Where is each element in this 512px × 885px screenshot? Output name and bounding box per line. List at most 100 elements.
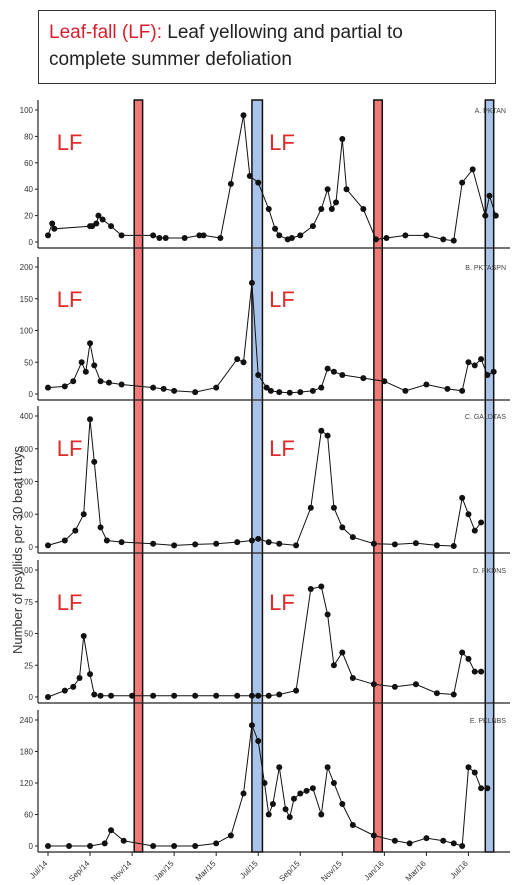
data-point (286, 389, 293, 396)
data-point (282, 806, 289, 813)
data-point (276, 232, 283, 239)
data-point (105, 379, 112, 386)
data-point (265, 539, 272, 546)
data-point (324, 611, 331, 618)
y-tick-label: 100 (20, 327, 34, 336)
data-point (391, 541, 398, 548)
data-point (213, 692, 220, 699)
data-point (97, 524, 104, 531)
data-point (234, 356, 241, 363)
data-point (248, 692, 255, 699)
series-line-3 (47, 419, 482, 547)
data-point (318, 384, 325, 391)
data-point (330, 780, 337, 786)
y-tick-label: 50 (24, 358, 33, 367)
data-point (433, 542, 440, 549)
data-point (486, 192, 493, 199)
data-point (45, 232, 51, 239)
flush-band-2 (484, 99, 495, 853)
x-tick-label: Mar/15 (194, 859, 218, 883)
panel-label: C. GALDTAS (465, 414, 506, 421)
data-point (370, 540, 377, 547)
y-tick-label: 200 (20, 478, 34, 487)
lf-label-2: LF (269, 130, 295, 155)
x-tick-label: Jul/16 (448, 859, 470, 881)
data-point (339, 371, 346, 378)
data-point (261, 780, 268, 786)
data-point (288, 235, 295, 242)
data-point (482, 212, 489, 219)
data-point (484, 371, 491, 378)
y-tick-label: 240 (20, 716, 34, 725)
y-tick-label: 180 (20, 748, 34, 757)
data-point (328, 206, 335, 212)
data-point (490, 368, 497, 375)
data-point (459, 387, 466, 394)
data-point (360, 375, 367, 382)
data-point (412, 540, 419, 547)
x-tick-label: Sep/14 (67, 859, 92, 884)
data-point (290, 795, 297, 802)
data-point (459, 179, 466, 186)
data-point (450, 691, 457, 698)
data-point (383, 235, 390, 242)
data-point (150, 384, 157, 391)
data-point (465, 511, 472, 518)
data-point (450, 840, 457, 847)
data-point (246, 173, 253, 179)
data-point (324, 365, 331, 372)
data-point (349, 534, 356, 541)
data-point (269, 801, 276, 807)
data-point (76, 674, 83, 681)
data-point (286, 814, 293, 821)
data-point (51, 225, 58, 232)
data-point (307, 504, 314, 511)
data-point (478, 519, 485, 526)
data-point (265, 811, 272, 818)
data-point (412, 681, 419, 688)
data-point (101, 840, 108, 847)
data-point (391, 837, 398, 844)
x-tick-label: Nov/15 (319, 859, 344, 884)
data-point (66, 843, 73, 849)
data-point (465, 764, 472, 771)
data-point (423, 232, 430, 239)
data-point (78, 359, 85, 366)
y-tick-label: 20 (24, 212, 33, 221)
data-point (318, 427, 325, 434)
data-point (108, 223, 115, 230)
panel-label: D. PKDNS (473, 568, 506, 575)
data-point (87, 843, 94, 849)
data-point (330, 662, 337, 669)
data-point (433, 690, 440, 697)
data-point (459, 494, 466, 501)
data-point (324, 186, 331, 193)
leaf-fall-band-1 (133, 99, 144, 853)
data-point (61, 687, 68, 694)
figure-header: Leaf-fall (LF): Leaf yellowing and parti… (38, 10, 496, 84)
data-point (213, 384, 220, 391)
data-point (370, 681, 377, 688)
y-tick-label: 100 (20, 106, 34, 115)
data-point (267, 387, 274, 394)
data-point (478, 356, 485, 363)
data-point (484, 785, 491, 792)
y-tick-label: 400 (20, 412, 34, 421)
y-tick-label: 100 (20, 510, 34, 519)
data-point (265, 692, 272, 699)
data-point (171, 843, 178, 849)
data-point (465, 655, 472, 662)
lf-label-1: LF (57, 287, 83, 312)
data-point (465, 359, 472, 366)
data-point (150, 843, 157, 849)
data-point (381, 378, 388, 385)
data-point (293, 687, 300, 694)
data-point (45, 843, 51, 849)
data-point (440, 236, 447, 243)
x-tick-label: Mar/16 (404, 859, 428, 883)
panel-label: B. PKTASPN (465, 265, 506, 272)
y-tick-label: 150 (20, 295, 34, 304)
data-point (95, 212, 102, 219)
data-point (349, 674, 356, 681)
